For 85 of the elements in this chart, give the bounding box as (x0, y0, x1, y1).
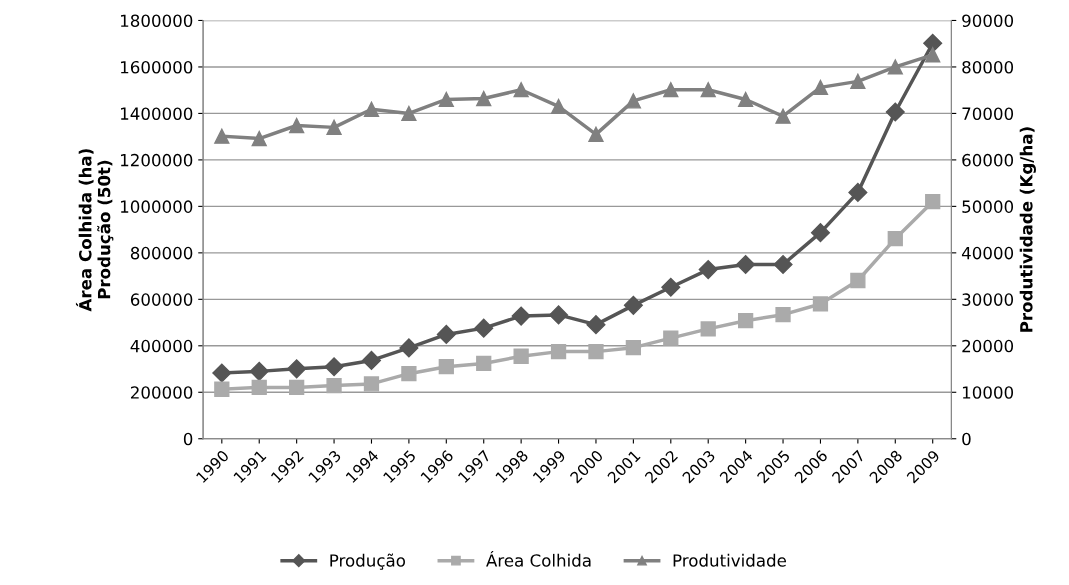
point (625, 93, 642, 109)
point (401, 105, 417, 122)
point (887, 231, 903, 247)
point (511, 306, 531, 326)
y2-tick-label: 80000 (962, 60, 1014, 74)
point (812, 79, 829, 96)
y-tick-label: 1200000 (120, 153, 193, 167)
point (923, 33, 943, 53)
y2-tick-label: 10000 (962, 386, 1014, 399)
point (550, 343, 567, 360)
point (663, 82, 679, 98)
y-tick-label: 1000000 (120, 200, 193, 213)
point (700, 321, 716, 337)
point (700, 82, 716, 98)
y2-tick-label: 90000 (962, 14, 1014, 28)
point (399, 338, 419, 358)
point (925, 47, 941, 63)
y-tick-label: 800000 (130, 246, 193, 260)
y-tick-label: 0 (183, 432, 193, 446)
y-tick-label: 1400000 (120, 107, 193, 120)
point (324, 357, 344, 377)
y-axis-title: Área Colhida (ha) Produção (50t) (75, 149, 114, 312)
point (588, 126, 604, 142)
point (438, 91, 454, 108)
point (326, 377, 342, 394)
point (361, 350, 382, 370)
point (289, 379, 305, 396)
point (212, 363, 232, 383)
y2-tick-label: 70000 (962, 107, 1014, 120)
point (401, 366, 417, 382)
point (737, 91, 754, 108)
point (736, 254, 756, 275)
point (476, 90, 492, 107)
point (438, 359, 454, 375)
point (812, 296, 829, 312)
point (251, 379, 267, 396)
point (476, 355, 492, 372)
y-tick-label: 1800000 (120, 14, 193, 28)
point (474, 318, 494, 338)
point (586, 315, 606, 335)
legend-label: Produtividade (673, 553, 786, 567)
point (850, 272, 866, 289)
point (925, 194, 941, 210)
y2-tick-label: 40000 (961, 246, 1014, 260)
point (698, 260, 718, 280)
legend-label: Produção (330, 553, 406, 570)
point (513, 82, 529, 98)
point (363, 101, 380, 117)
point (850, 73, 866, 89)
y-tick-label: 400000 (130, 339, 193, 353)
point (737, 313, 754, 329)
point (214, 128, 230, 144)
point (289, 117, 305, 134)
point (588, 343, 604, 360)
y-tick-label: 1600000 (120, 60, 193, 74)
point (810, 223, 830, 243)
y2-tick-label: 20000 (962, 339, 1014, 353)
point (848, 182, 868, 202)
point (885, 102, 905, 122)
point (214, 381, 230, 397)
y2-tick-label: 60000 (962, 153, 1014, 167)
point (775, 307, 791, 323)
y-tick-label: 600000 (130, 293, 193, 306)
y2-axis-title: Produtividade (Kg/ha) (1019, 127, 1036, 332)
point (887, 59, 903, 75)
point (436, 324, 456, 344)
legend-label: Área Colhida (486, 551, 591, 567)
y2-tick-label: 0 (962, 432, 971, 446)
y2-tick-label: 50000 (962, 200, 1014, 213)
point (550, 98, 567, 115)
point (249, 361, 269, 381)
point (251, 130, 267, 147)
point (663, 330, 679, 346)
point (513, 348, 529, 364)
point (326, 119, 342, 136)
point (549, 305, 569, 325)
point (625, 340, 642, 356)
point (623, 295, 643, 315)
point (363, 376, 380, 392)
point (287, 359, 307, 379)
point (773, 254, 793, 275)
y-tick-label: 200000 (130, 386, 193, 399)
point (775, 108, 791, 124)
point (661, 277, 681, 297)
y2-tick-label: 30000 (962, 293, 1014, 306)
